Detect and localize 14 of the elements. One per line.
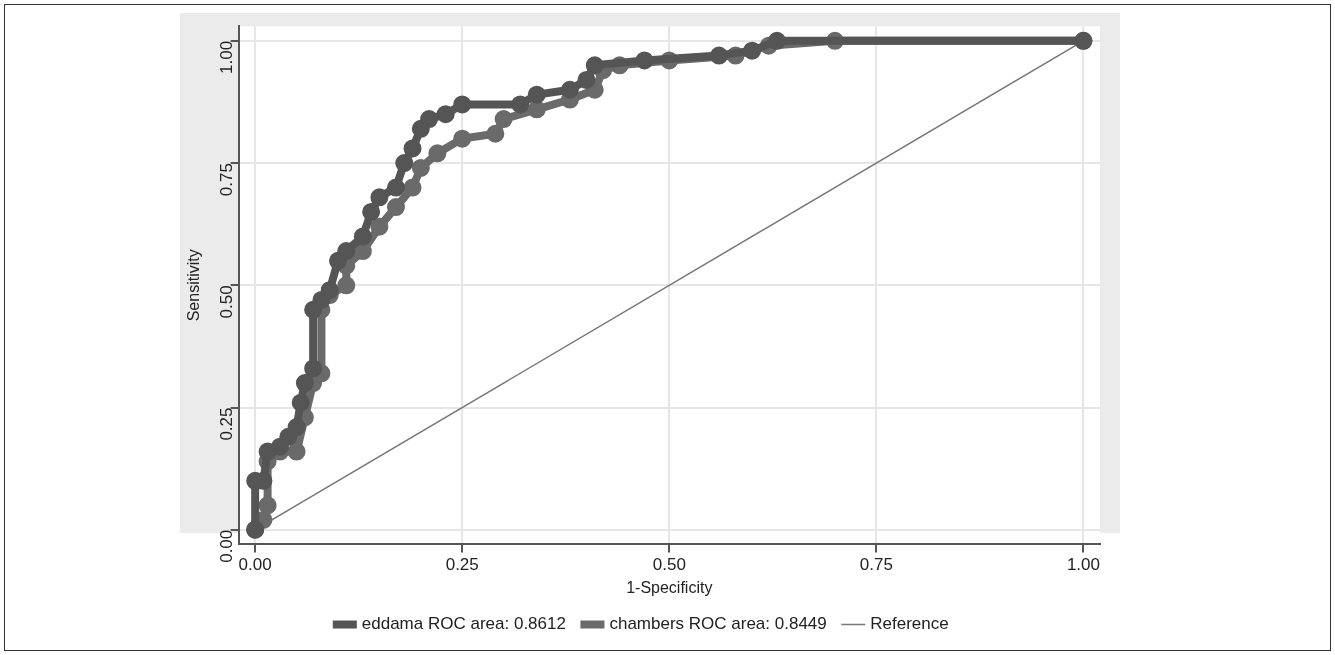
y-tick-label: 0.75 <box>217 163 237 197</box>
y-axis-title: Sensitivity <box>185 249 203 322</box>
legend-label: eddama ROC area: 0.8612 <box>361 614 566 634</box>
x-tick-label: 0.75 <box>859 555 893 575</box>
x-tick-label: 0.50 <box>652 555 686 575</box>
y-tick-label: 0.25 <box>217 407 237 441</box>
y-tick-label: 0.50 <box>217 285 237 319</box>
x-axis-title: 1-Specificity <box>626 578 713 596</box>
y-tick-label: 1.00 <box>217 40 237 74</box>
legend-label: Reference <box>870 614 949 634</box>
x-tick-label: 0.25 <box>445 555 479 575</box>
x-tick-label: 1.00 <box>1066 555 1100 575</box>
x-tick-label: 0.00 <box>238 555 272 575</box>
legend-label: chambers ROC area: 0.8449 <box>609 614 827 634</box>
